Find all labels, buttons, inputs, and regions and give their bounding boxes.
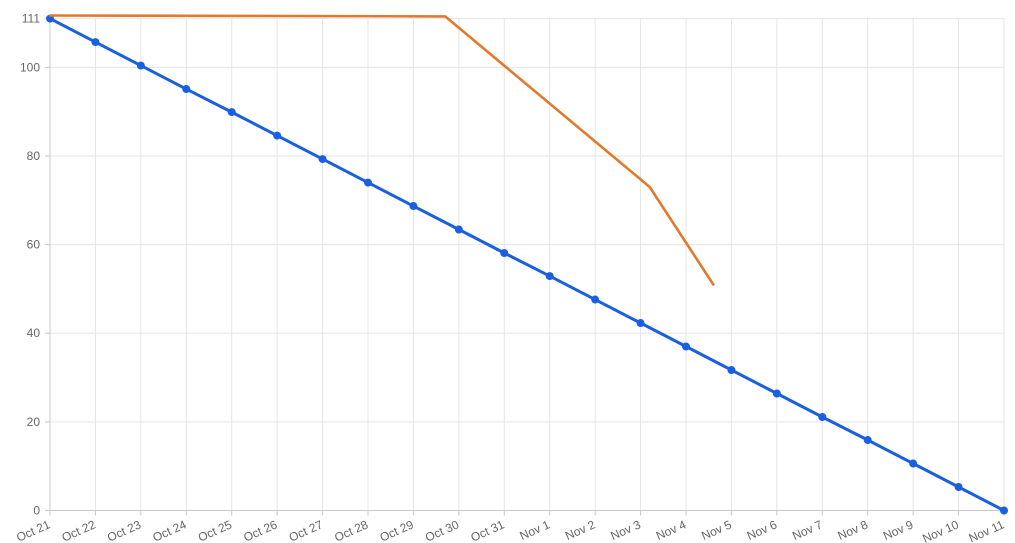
x-tick-label: Oct 30 <box>423 517 461 543</box>
x-tick-label: Nov 6 <box>745 517 780 543</box>
x-tick-label: Oct 31 <box>469 517 507 543</box>
x-tick-label: Oct 24 <box>151 517 189 543</box>
x-tick-label: Nov 5 <box>699 517 734 543</box>
y-axis-ticks: 0 20 40 60 80 100 111 <box>20 12 50 518</box>
x-tick-label: Nov 9 <box>881 517 916 543</box>
y-tick-label: 60 <box>27 238 41 252</box>
series <box>46 14 1008 515</box>
series-1-point <box>182 85 191 94</box>
x-tick-label: Nov 8 <box>836 517 871 543</box>
series-1-point <box>545 272 554 281</box>
x-axis-ticks: Oct 21 Oct 22 Oct 23 Oct 24 Oct 25 Oct 26 Oct … <box>14 510 1007 543</box>
series-1-point <box>227 108 236 117</box>
series-1-point <box>636 319 645 328</box>
x-tick-label: Nov 7 <box>790 517 825 543</box>
series-1-point <box>273 131 282 140</box>
series-1-point <box>318 155 327 164</box>
x-tick-label: Nov 4 <box>654 517 689 543</box>
x-tick-label: Nov 3 <box>608 517 643 543</box>
series-line-2 <box>48 14 715 286</box>
x-tick-label: Oct 25 <box>196 517 234 543</box>
y-tick-label: 0 <box>33 504 40 518</box>
x-tick-label: Oct 26 <box>241 517 279 543</box>
y-tick-label: 80 <box>27 149 41 163</box>
x-tick-label: Oct 28 <box>332 517 370 543</box>
series-line-1 <box>48 17 1006 512</box>
x-tick-label: Nov 2 <box>563 517 598 543</box>
series-1-point <box>682 342 690 351</box>
x-tick-label: Nov 1 <box>518 517 553 543</box>
x-tick-label: Oct 21 <box>14 517 52 543</box>
x-tick-label: Oct 23 <box>105 517 143 543</box>
series-1-point <box>954 483 963 492</box>
y-tick-label: 40 <box>27 326 41 340</box>
x-tick-label: Oct 27 <box>287 517 325 543</box>
x-tick-label: Nov 10 <box>920 517 961 543</box>
x-tick-label: Nov 11 <box>967 517 1007 543</box>
y-tick-label: 20 <box>27 415 41 429</box>
x-tick-label: Oct 29 <box>378 517 416 543</box>
series-1-point <box>772 389 781 398</box>
series-1-point <box>727 366 736 375</box>
series-1-point <box>136 61 145 70</box>
y-tick-label: 111 <box>22 12 41 26</box>
series-1-point <box>454 225 463 234</box>
y-tick-label: 100 <box>20 60 40 74</box>
x-tick-label: Oct 22 <box>60 517 98 543</box>
series-1-point <box>364 178 372 187</box>
series-1-point <box>1000 506 1008 515</box>
series-1-point <box>863 436 872 445</box>
series-1-point <box>591 295 600 304</box>
series-1-point <box>818 412 827 421</box>
axes <box>45 18 1004 516</box>
series-1-point <box>500 249 509 258</box>
series-1-point <box>91 38 100 47</box>
series-1-point <box>909 459 918 468</box>
series-1-point <box>409 202 418 211</box>
